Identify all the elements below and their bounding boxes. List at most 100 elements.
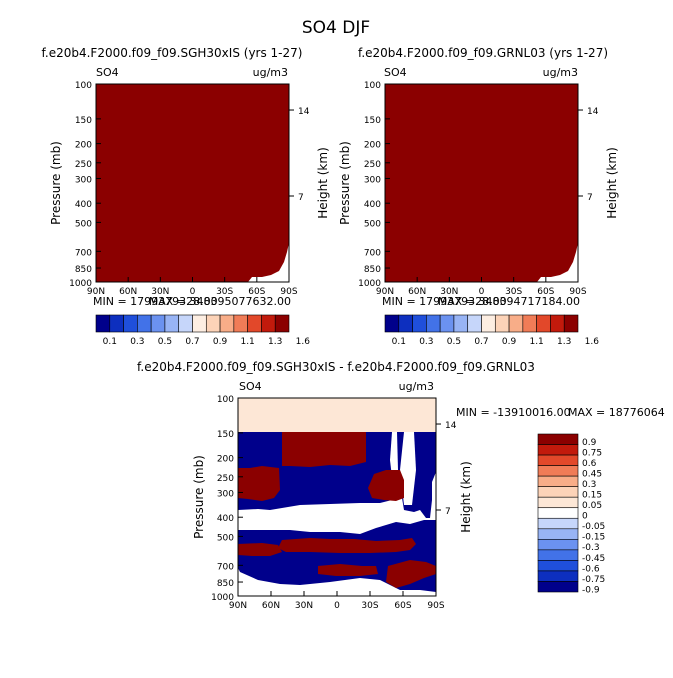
positive-region-upper-center [282,432,366,467]
colorbar-swatch [412,314,427,333]
plot-area [237,397,437,597]
x-axis-ticks: 90N 60N 30N 0 30S 60S 90S [376,277,587,297]
colorbar-label: 0.9 [213,337,228,347]
panel-grnl03: f.e20b4.F2000.f09_f09.GRNL03 (yrs 1-27) … [338,46,619,347]
y-axis-label: Pressure (mb) [338,141,352,225]
corner-units-label: ug/m3 [543,66,578,79]
panel-title: f.e20b4.F2000.f09_f09.SGH30xIS (yrs 1-27… [42,46,303,60]
y-tick-label: 250 [364,160,381,170]
x-tick-label: 0 [334,601,340,611]
panel-difference: f.e20b4.F2000.f09_f09.SGH30xIS - f.e20b4… [137,360,665,611]
y-tick-label: 700 [75,248,92,258]
x-tick-label: 90S [427,601,444,611]
colorbar: 0.1 0.3 0.5 0.7 0.9 1.1 1.3 1.6 [95,314,311,347]
panel-title: f.e20b4.F2000.f09_f09.SGH30xIS - f.e20b4… [137,360,535,374]
right-tick-label: 14 [587,107,599,117]
colorbar-swatch [537,560,579,572]
right-tick-label: 7 [445,507,451,517]
y-tick-label: 400 [364,200,381,210]
corner-variable-label: SO4 [384,66,407,79]
colorbar-swatch [205,314,221,333]
colorbar-swatch [537,570,579,582]
positive-band-left [238,543,282,556]
colorbar-swatch [274,314,290,333]
x-tick-label: 90S [569,287,586,297]
plot-area [384,83,579,283]
colorbar-swatch [439,314,455,333]
colorbar-swatch [537,475,579,487]
colorbar-swatch [247,314,262,333]
colorbar-swatch [233,314,248,333]
max-label: MAX = 348394717184.00 [438,295,580,308]
colorbar-swatch [550,314,565,333]
colorbar-swatch [494,314,510,333]
colorbar-label: -0.15 [582,533,605,543]
colorbar-label: 0.75 [582,448,602,458]
colorbar-swatch [537,433,579,445]
missing-data-region [248,243,289,282]
y-tick-label: 250 [217,474,234,484]
right-axis-label: Height (km) [459,461,473,532]
colorbar: 0.90.750.60.450.30.150.050-0.05-0.15-0.3… [537,433,605,595]
colorbar-label: 0.1 [392,337,406,347]
colorbar-swatch [467,314,482,333]
colorbar-label: 1.3 [268,337,282,347]
colorbar-label: 0.5 [447,337,461,347]
y-tick-label: 300 [75,175,92,185]
colorbar-label: -0.45 [582,554,605,564]
corner-variable-label: SO4 [96,66,119,79]
x-tick-label: 60S [394,601,411,611]
y-tick-label: 200 [217,455,234,465]
positive-band-midlevel [278,538,416,553]
x-tick-label: 90N [376,287,394,297]
y-tick-label: 200 [364,141,381,151]
field-fill [385,84,578,282]
x-tick-label: 30N [151,287,169,297]
colorbar-label: 0.3 [582,480,596,490]
colorbar-label: 0.05 [582,501,602,511]
colorbar-swatch [426,314,441,333]
y-tick-label: 100 [364,81,381,91]
colorbar-swatch [137,314,152,333]
min-label: MIN = 1799379328.00 [382,295,507,308]
colorbar-label: 1.6 [296,337,311,347]
colorbar-swatch [536,314,551,333]
colorbar-swatch [453,314,469,333]
x-tick-label: 90S [280,287,297,297]
colorbar-swatch [537,549,579,561]
y-tick-label: 850 [75,265,92,275]
colorbar-swatch [537,465,579,477]
y-axis-label: Pressure (mb) [192,455,206,539]
max-label: MAX = 18776064 [568,406,665,419]
colorbar-label: 1.3 [557,337,571,347]
x-tick-label: 60N [119,287,137,297]
y-tick-label: 150 [217,430,234,440]
x-tick-label: 90N [87,287,105,297]
x-tick-label: 30S [505,287,522,297]
colorbar-label: 1.1 [529,337,543,347]
panel-title: f.e20b4.F2000.f09_f09.GRNL03 (yrs 1-27) [358,46,608,60]
colorbar-label: 0.5 [158,337,172,347]
min-label: MIN = -13910016.00 [456,406,571,419]
y-tick-label: 1000 [358,279,381,289]
right-tick-label: 14 [445,421,457,431]
colorbar-label: 0.6 [582,459,597,469]
colorbar-swatch [261,314,276,333]
x-tick-label: 60S [248,287,265,297]
field-fill [96,84,289,282]
colorbar-label: 0.9 [582,438,597,448]
y-axis-ticks: 100 150 200 250 300 400 500 700 850 1000 [358,81,390,289]
right-axis-ticks: 14 7 [289,107,310,203]
y-tick-label: 850 [364,265,381,275]
y-tick-label: 700 [364,248,381,258]
x-axis-ticks: 90N 60N 30N 0 30S 60S 90S [87,277,298,297]
colorbar-label: -0.9 [582,585,600,595]
x-tick-label: 60S [537,287,554,297]
right-tick-label: 7 [298,193,304,203]
colorbar-swatch [537,444,579,456]
y-tick-label: 200 [75,141,92,151]
colorbar-label: 0.3 [130,337,144,347]
y-axis-ticks: 100 150 200 250 300 400 500 700 850 1000 [211,395,243,603]
plot-area [95,83,290,283]
y-tick-label: 100 [75,81,92,91]
